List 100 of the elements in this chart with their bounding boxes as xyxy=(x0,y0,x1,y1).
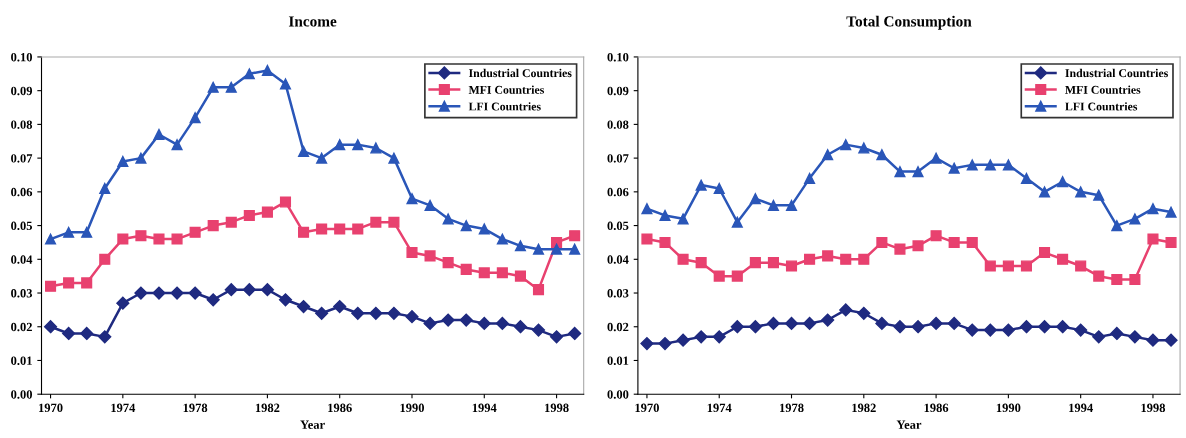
point xyxy=(912,166,924,178)
point xyxy=(1037,320,1052,334)
point xyxy=(459,313,473,327)
point xyxy=(731,270,743,282)
x-tick-label: 1998 xyxy=(545,403,569,413)
point xyxy=(298,226,310,238)
legend-label: Industrial Countries xyxy=(1065,68,1168,78)
point xyxy=(43,320,58,334)
point xyxy=(984,260,996,272)
y-tick-label: 0.05 xyxy=(607,221,629,231)
x-tick-label: 1998 xyxy=(1141,403,1166,413)
y-tick-label: 0.00 xyxy=(607,390,629,399)
y-tick-label: 0.07 xyxy=(11,154,33,163)
point xyxy=(549,330,564,344)
point xyxy=(766,316,781,330)
point xyxy=(532,243,545,255)
point xyxy=(1165,206,1177,218)
y-tick-label: 0.01 xyxy=(11,356,32,365)
x-tick-label: 1990 xyxy=(400,403,425,413)
point xyxy=(261,64,273,76)
point xyxy=(1129,273,1141,286)
point xyxy=(1129,213,1141,225)
point xyxy=(531,323,546,337)
point xyxy=(822,149,834,161)
point xyxy=(894,243,906,255)
point xyxy=(640,337,654,351)
y-tick-label: 0.08 xyxy=(607,120,629,129)
point xyxy=(804,172,816,184)
point xyxy=(785,260,798,272)
point xyxy=(496,233,508,245)
point xyxy=(676,333,690,347)
point xyxy=(677,253,689,265)
point xyxy=(207,81,219,93)
point xyxy=(1111,273,1123,286)
point xyxy=(460,220,472,232)
point xyxy=(767,199,779,211)
y-tick-label: 0.03 xyxy=(11,289,33,298)
point xyxy=(153,128,165,141)
point xyxy=(496,267,508,279)
point xyxy=(370,142,382,154)
x-axis-title: Year xyxy=(896,420,922,429)
point xyxy=(260,283,275,297)
point xyxy=(170,286,184,300)
x-tick-label: 1986 xyxy=(328,403,352,413)
point xyxy=(1093,270,1105,282)
x-tick-label: 1970 xyxy=(635,403,659,413)
point xyxy=(876,236,888,248)
y-tick-label: 0.09 xyxy=(607,86,629,96)
point xyxy=(424,199,436,211)
point xyxy=(912,240,924,252)
point xyxy=(749,257,761,269)
point xyxy=(478,267,490,279)
point xyxy=(858,142,870,154)
point xyxy=(171,233,183,245)
point xyxy=(730,320,744,334)
point xyxy=(98,330,112,344)
point xyxy=(80,326,94,341)
point xyxy=(242,283,256,297)
x-tick-label: 1986 xyxy=(924,403,949,413)
point xyxy=(63,226,75,238)
point xyxy=(406,193,418,205)
point xyxy=(1002,260,1014,272)
point xyxy=(334,223,346,235)
y-tick-label: 0.07 xyxy=(607,154,629,163)
point xyxy=(442,257,454,269)
y-tick-label: 0.05 xyxy=(11,221,33,231)
x-tick-label: 1970 xyxy=(39,403,63,413)
x-tick-label: 1982 xyxy=(255,403,280,413)
point xyxy=(369,306,383,320)
y-tick-label: 0.03 xyxy=(607,289,629,298)
point xyxy=(296,299,311,314)
point xyxy=(44,280,57,292)
point xyxy=(784,316,799,330)
point xyxy=(99,182,111,195)
point xyxy=(279,196,292,208)
point xyxy=(568,326,582,341)
point xyxy=(315,306,329,320)
point xyxy=(785,199,798,211)
point xyxy=(99,253,111,265)
y-tick-label: 0.00 xyxy=(11,390,33,399)
point xyxy=(388,152,400,164)
point xyxy=(424,250,436,262)
point xyxy=(316,223,328,235)
point xyxy=(875,316,889,330)
point xyxy=(171,139,183,151)
point xyxy=(1020,172,1033,184)
point xyxy=(1075,260,1087,272)
point xyxy=(695,257,707,269)
point xyxy=(333,299,347,314)
point xyxy=(316,152,328,164)
point xyxy=(1038,186,1051,198)
point xyxy=(1093,189,1105,201)
point xyxy=(189,226,201,238)
point xyxy=(334,139,346,151)
x-tick-label: 1982 xyxy=(852,403,876,413)
point xyxy=(966,159,978,171)
point xyxy=(767,257,779,269)
point xyxy=(1147,203,1159,215)
y-tick-label: 0.09 xyxy=(11,86,33,96)
point xyxy=(659,209,671,222)
